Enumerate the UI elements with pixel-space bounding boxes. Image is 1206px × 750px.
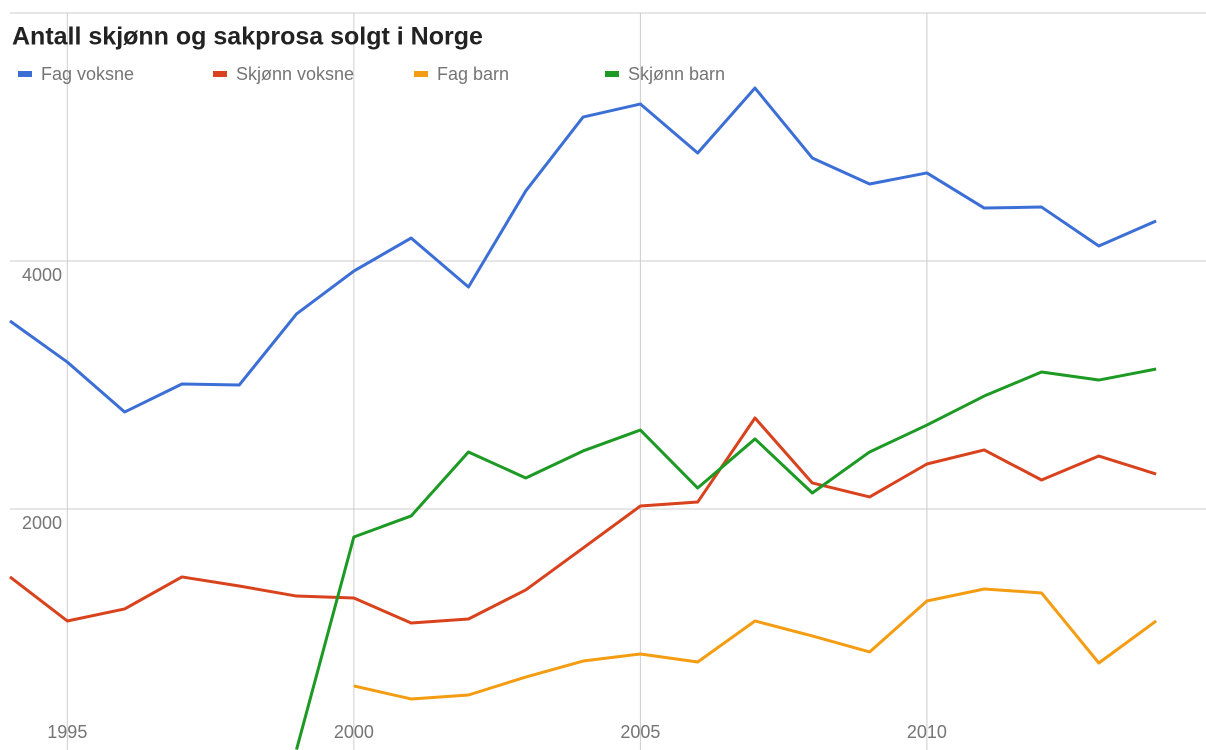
grid: 2000 4000 1995 2000 2005 2010 <box>10 13 1206 750</box>
x-tick-label: 1995 <box>47 722 87 742</box>
legend-label: Fag voksne <box>41 64 134 84</box>
legend-swatch <box>605 71 619 77</box>
x-tick-label: 2005 <box>620 722 660 742</box>
legend-swatch <box>213 71 227 77</box>
chart-title: Antall skjønn og sakprosa solgt i Norge <box>12 23 483 51</box>
legend-label: Skjønn voksne <box>236 64 354 84</box>
lines <box>9 86 1158 750</box>
legend-swatch <box>414 71 428 77</box>
x-tick-label: 2000 <box>334 722 374 742</box>
y-tick-label: 2000 <box>22 513 62 533</box>
legend-swatch <box>18 71 32 77</box>
x-tick-label: 2010 <box>907 722 947 742</box>
series-line <box>353 587 1158 701</box>
series-line <box>9 86 1157 414</box>
legend-label: Fag barn <box>437 64 509 84</box>
series-line <box>295 367 1157 750</box>
legend: Fag voksne Skjønn voksne Fag barn Skjønn ba… <box>18 64 725 84</box>
y-tick-label: 4000 <box>22 265 62 285</box>
series-line <box>9 416 1157 625</box>
legend-label: Skjønn barn <box>628 64 725 84</box>
